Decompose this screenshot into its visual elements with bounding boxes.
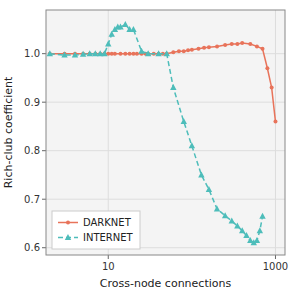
point (128, 52, 132, 56)
tick (42, 53, 46, 54)
point (155, 50, 161, 56)
point (145, 50, 151, 56)
point (270, 86, 274, 90)
point (164, 50, 170, 56)
tick (42, 150, 46, 151)
legend-label: INTERNET (83, 232, 134, 243)
point (248, 42, 252, 46)
point (240, 41, 244, 45)
point (135, 52, 139, 56)
tick-label: 0.7 (24, 194, 40, 205)
point (261, 47, 265, 51)
point (239, 227, 245, 233)
point (72, 52, 78, 58)
point (196, 47, 200, 51)
point (214, 205, 220, 211)
tick (42, 102, 46, 103)
point (207, 45, 211, 49)
point (61, 52, 67, 58)
point (222, 212, 228, 218)
point (122, 21, 128, 27)
point (138, 48, 144, 54)
tick (108, 255, 109, 259)
point (130, 26, 136, 32)
point (182, 49, 186, 53)
grid-line (46, 102, 285, 103)
tick-label: 0.6 (24, 242, 40, 253)
grid-line (275, 10, 276, 255)
point (190, 48, 194, 52)
point (80, 51, 86, 57)
y-axis-label: Rich-club coefficient (2, 76, 15, 188)
grid-line (46, 199, 285, 200)
point (223, 43, 227, 47)
point (235, 42, 239, 46)
plot-background (46, 10, 285, 255)
point (186, 48, 190, 52)
tick-label: 10 (102, 261, 115, 272)
point (123, 52, 127, 56)
tick-label: 1000 (263, 261, 288, 272)
point (189, 142, 195, 148)
tick-label: 1.0 (24, 48, 40, 59)
point (131, 52, 135, 56)
legend-marker (66, 221, 70, 225)
point (215, 44, 219, 48)
legend: DARKNET INTERNET (52, 211, 140, 249)
point (243, 232, 249, 238)
point (202, 46, 206, 50)
point (255, 44, 259, 48)
chart: 0.6 0.7 0.8 0.9 1.0 10 1000 Cross-node connecti… (0, 0, 295, 295)
point (229, 218, 235, 224)
point (259, 213, 265, 219)
point (230, 42, 234, 46)
point (177, 49, 181, 53)
point (234, 222, 240, 228)
point (87, 50, 93, 56)
legend-marker (65, 234, 71, 240)
tick (275, 255, 276, 259)
point (206, 186, 212, 192)
grid-line (46, 150, 285, 151)
line (50, 43, 276, 122)
point (198, 171, 204, 177)
point (254, 237, 260, 243)
point (181, 118, 187, 124)
point (105, 40, 111, 46)
point (47, 50, 53, 56)
tick-label: 0.8 (24, 145, 40, 156)
legend-box (52, 211, 140, 249)
legend-label: DARKNET (83, 217, 132, 228)
x-axis-label: Cross-node connections (100, 277, 232, 290)
point (101, 50, 107, 56)
line (50, 25, 263, 243)
point (113, 52, 117, 56)
tick (42, 247, 46, 248)
grid (46, 10, 285, 255)
tick (42, 199, 46, 200)
point (265, 66, 269, 70)
point (273, 120, 277, 124)
tick-label: 0.9 (24, 97, 40, 108)
point (171, 50, 175, 54)
point (170, 84, 176, 90)
point (118, 52, 122, 56)
plot-frame (46, 10, 285, 255)
point (257, 227, 263, 233)
